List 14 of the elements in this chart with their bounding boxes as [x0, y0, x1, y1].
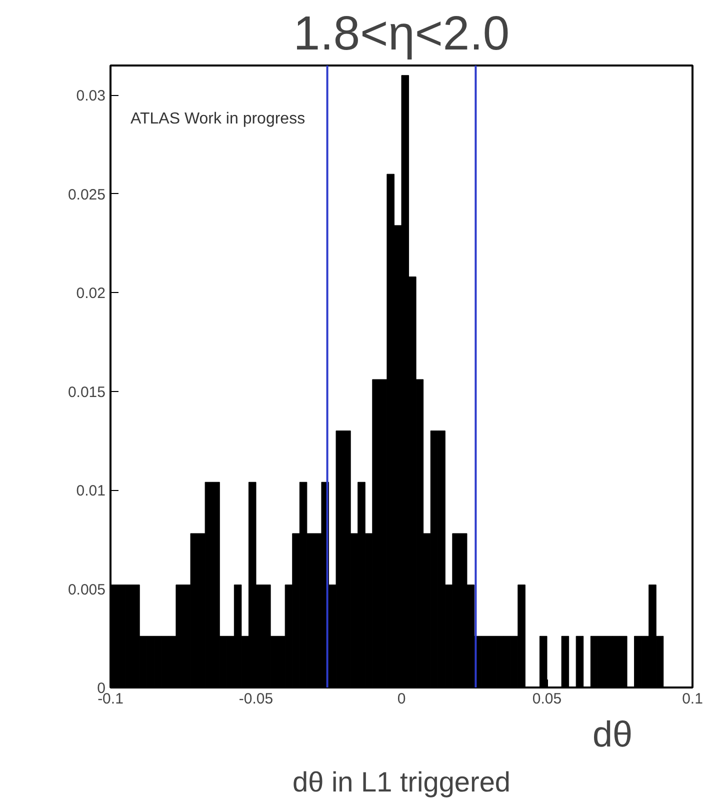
x-tick-label: -0.05	[238, 690, 274, 708]
x-tick-label: 0.05	[532, 690, 562, 708]
x-axis-title: dθ	[592, 714, 633, 754]
y-tick-label: 0.02	[76, 285, 106, 302]
x-tick-label: 0	[397, 690, 406, 708]
y-tick-label: 0.015	[68, 384, 106, 401]
y-tick-label: 0.005	[68, 581, 106, 598]
y-tick-label: 0.03	[76, 88, 106, 105]
y-tick-label: 0.01	[76, 482, 106, 500]
text: dθ in L1 triggered	[292, 766, 510, 798]
annotation: ATLAS Work in progress	[130, 110, 306, 128]
chart-title: 1.8<η<2.0	[293, 8, 510, 60]
y-tick-label: 0.025	[68, 186, 106, 204]
x-tick-label: 0.1	[682, 690, 703, 708]
